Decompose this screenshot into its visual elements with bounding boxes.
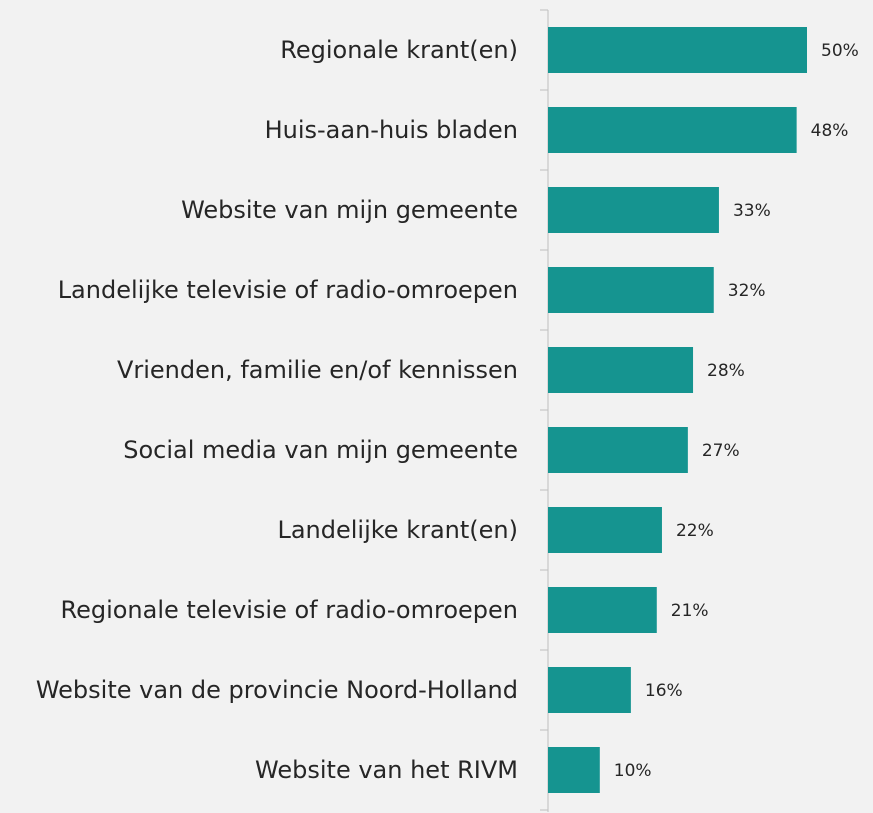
category-label: Website van de provincie Noord-Holland bbox=[35, 676, 518, 704]
category-label-box: Landelijke krant(en) bbox=[0, 490, 518, 570]
category-label: Huis-aan-huis bladen bbox=[264, 116, 518, 144]
value-label: 22% bbox=[676, 521, 714, 541]
bar bbox=[548, 587, 657, 633]
value-label: 33% bbox=[733, 201, 771, 221]
bar bbox=[548, 747, 600, 793]
category-label-box: Regionale krant(en) bbox=[0, 10, 518, 90]
bar bbox=[548, 27, 807, 73]
category-label: Social media van mijn gemeente bbox=[123, 436, 518, 464]
category-label-box: Regionale televisie of radio-omroepen bbox=[0, 570, 518, 650]
category-label-box: Website van de provincie Noord-Holland bbox=[0, 650, 518, 730]
bar bbox=[548, 667, 631, 713]
category-label-box: Website van mijn gemeente bbox=[0, 170, 518, 250]
value-label: 10% bbox=[614, 761, 652, 781]
category-label: Vrienden, familie en/of kennissen bbox=[116, 356, 518, 384]
category-label: Regionale televisie of radio-omroepen bbox=[60, 596, 518, 624]
bar bbox=[548, 107, 797, 153]
bar bbox=[548, 187, 719, 233]
category-label: Regionale krant(en) bbox=[280, 36, 518, 64]
value-label: 27% bbox=[702, 441, 740, 461]
category-label-box: Website van het RIVM bbox=[0, 730, 518, 810]
category-label: Website van het RIVM bbox=[255, 756, 518, 784]
category-label: Website van mijn gemeente bbox=[181, 196, 518, 224]
category-label: Landelijke krant(en) bbox=[277, 516, 518, 544]
value-label: 28% bbox=[707, 361, 745, 381]
category-label-box: Social media van mijn gemeente bbox=[0, 410, 518, 490]
value-label: 32% bbox=[728, 281, 766, 301]
value-label: 16% bbox=[645, 681, 683, 701]
value-label: 48% bbox=[811, 121, 849, 141]
category-label: Landelijke televisie of radio-omroepen bbox=[57, 276, 518, 304]
category-label-box: Huis-aan-huis bladen bbox=[0, 90, 518, 170]
bar bbox=[548, 347, 694, 393]
value-label: 50% bbox=[821, 41, 859, 61]
category-label-box: Vrienden, familie en/of kennissen bbox=[0, 330, 518, 410]
bar bbox=[548, 507, 662, 553]
bar bbox=[548, 427, 688, 473]
value-label: 21% bbox=[671, 601, 709, 621]
category-label-box: Landelijke televisie of radio-omroepen bbox=[0, 250, 518, 330]
bar bbox=[548, 267, 714, 313]
